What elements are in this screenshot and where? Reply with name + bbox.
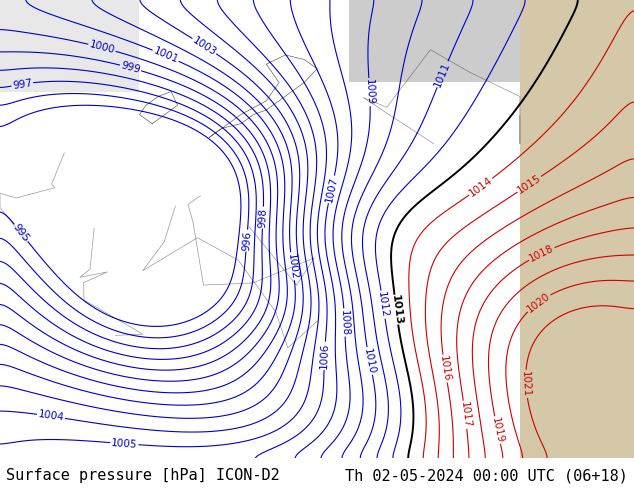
Text: 1002: 1002 [286,252,299,280]
Text: 1012: 1012 [377,291,390,318]
Text: 1021: 1021 [521,370,531,397]
Text: 999: 999 [120,60,141,75]
Text: 1005: 1005 [111,438,138,450]
Text: 1013: 1013 [389,294,403,325]
FancyBboxPatch shape [0,0,139,92]
Text: 998: 998 [257,207,268,228]
Text: Surface pressure [hPa] ICON-D2: Surface pressure [hPa] ICON-D2 [6,468,280,483]
FancyBboxPatch shape [520,0,634,458]
Text: 1015: 1015 [515,173,543,196]
Text: 1014: 1014 [467,175,495,198]
Text: 1010: 1010 [362,347,377,375]
Text: 1008: 1008 [339,309,350,336]
Text: 1019: 1019 [490,416,505,444]
Text: 996: 996 [241,230,252,251]
Text: 1003: 1003 [191,35,218,57]
Text: 1007: 1007 [324,175,339,203]
Text: 1018: 1018 [527,243,555,264]
Text: 1016: 1016 [438,355,452,382]
Text: 1001: 1001 [152,46,179,65]
Text: 1009: 1009 [364,79,375,105]
Text: 995: 995 [11,222,31,244]
Text: 1004: 1004 [37,410,65,423]
Text: 1000: 1000 [88,40,116,56]
Text: 997: 997 [11,78,33,91]
Text: 1006: 1006 [319,343,330,369]
Text: 1011: 1011 [433,60,452,88]
Text: 1017: 1017 [458,401,472,428]
Text: 1020: 1020 [525,291,552,315]
Text: Th 02-05-2024 00:00 UTC (06+18): Th 02-05-2024 00:00 UTC (06+18) [345,468,628,483]
FancyBboxPatch shape [349,0,520,82]
